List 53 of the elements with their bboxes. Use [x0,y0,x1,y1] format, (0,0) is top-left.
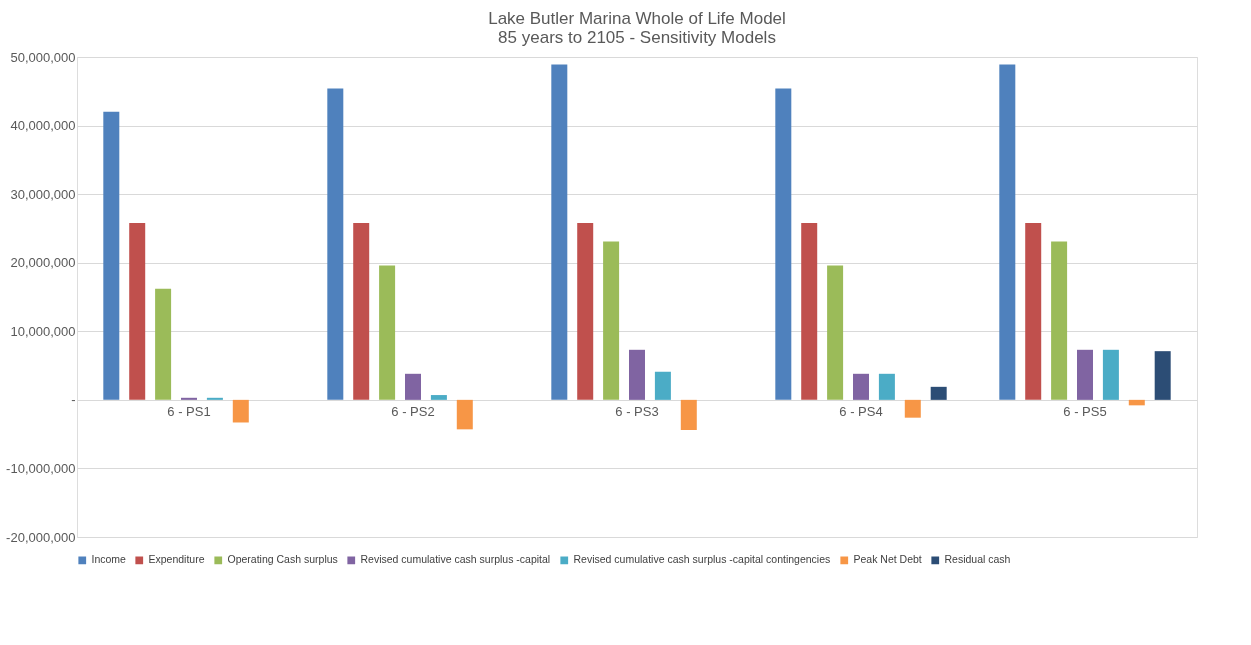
legend-label: Residual cash [944,553,1011,566]
bar [999,64,1016,400]
x-tick-label: 6 - PS1 [167,404,211,420]
x-tick-label: 6 - PS3 [615,404,659,420]
x-tick-label: 6 - PS2 [391,404,435,420]
bar [853,373,869,400]
bar [379,265,396,400]
y-tick-label: 20,000,000 [10,255,76,271]
bar [1154,351,1171,400]
x-tick-label: 6 - PS5 [1063,404,1107,420]
bar [827,265,844,400]
y-tick-label: -20,000,000 [6,529,76,545]
bar [155,288,172,400]
bar [232,399,249,423]
bar [1025,222,1042,400]
bar [1102,349,1119,400]
bar [1051,241,1068,400]
x-tick-label: 6 - PS4 [839,404,883,420]
bar [904,399,921,418]
bar [206,397,223,400]
y-tick-label: 50,000,000 [10,49,76,65]
bar [629,349,645,400]
legend-label: Peak Net Debt [853,553,922,566]
bar [456,399,473,430]
bar [353,222,370,400]
legend-label: Operating Cash surplus [227,553,338,566]
bar [603,241,620,400]
legend-label: Revised cumulative cash surplus -capital [360,553,551,566]
legend-label: Revised cumulative cash surplus -capital contingencies [573,553,831,566]
bar [654,371,671,400]
bar [1077,349,1093,400]
bar [577,222,594,400]
bar [551,64,568,400]
bar [103,111,120,400]
bar [1128,399,1145,406]
bar [430,395,447,400]
y-tick-label: 10,000,000 [10,323,76,339]
bar [878,373,895,400]
chart-title: Lake Butler Marina Whole of Life Model 85 years to 2105 - Sensitivity Models [488,9,786,47]
bar [775,88,792,400]
y-tick-label: - [71,392,76,408]
bar [327,88,344,400]
bar [801,222,818,400]
y-tick-label: 40,000,000 [10,118,76,134]
bar [129,222,146,400]
bar [405,373,421,400]
bar [680,399,697,431]
bar [930,386,947,400]
legend-label: Expenditure [148,553,205,566]
legend-label: Income [91,553,127,566]
y-tick-label: -10,000,000 [6,460,76,476]
y-tick-label: 30,000,000 [10,186,76,202]
bar [181,397,197,400]
